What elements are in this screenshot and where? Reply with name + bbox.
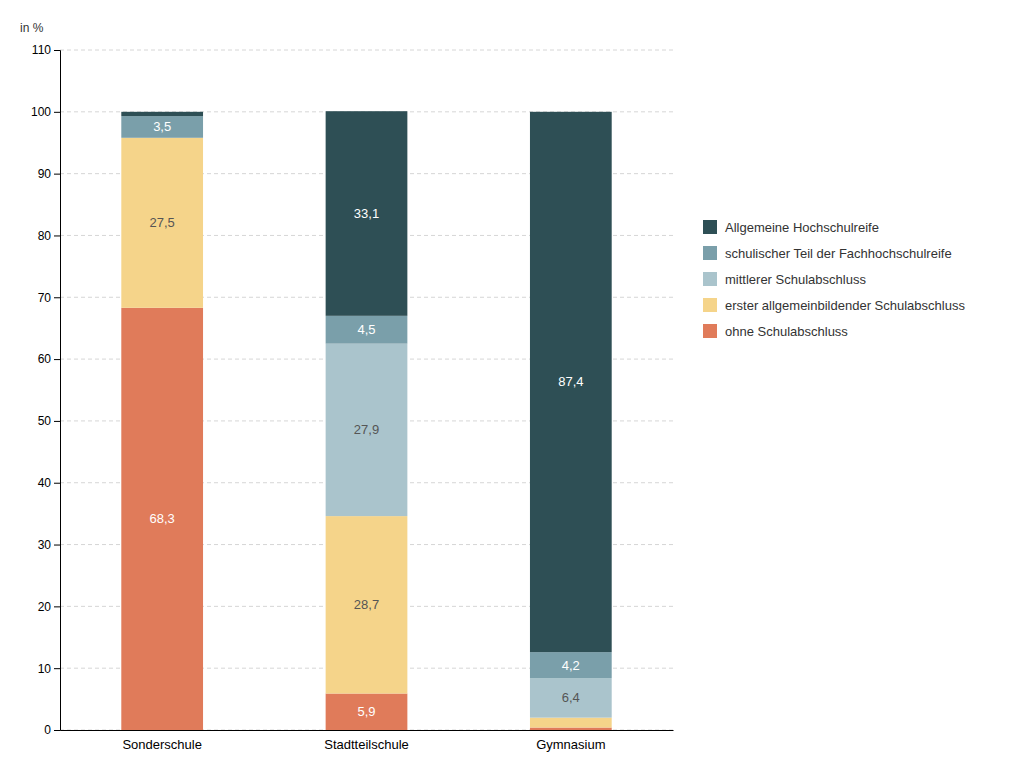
legend-item: mittlerer Schulabschluss xyxy=(703,272,866,287)
y-tick: 90 xyxy=(38,167,60,181)
x-tick-label: Stadtteilschule xyxy=(324,737,409,752)
legend-item: ohne Schulabschluss xyxy=(703,324,848,339)
y-tick-label: 100 xyxy=(31,105,51,119)
legend-item: Allgemeine Hochschulreife xyxy=(703,220,879,235)
y-tick: 20 xyxy=(38,600,60,614)
bar xyxy=(121,112,203,116)
y-tick-mark xyxy=(54,545,60,546)
y-tick-label: 40 xyxy=(38,476,52,490)
legend-item: erster allgemeinbildender Schulabschluss xyxy=(703,298,965,313)
bar xyxy=(326,316,408,344)
y-tick-label: 0 xyxy=(44,723,51,737)
chart: 68,3 5,9 27,5 28,7 27,9 6,4 3,5 4,5 4,2 33,1 87,4 0… xyxy=(0,0,1023,780)
legend-item: schulischer Teil der Fachhochschulreife xyxy=(703,246,952,261)
grid xyxy=(60,50,673,730)
data-label: 68,3 xyxy=(150,511,175,526)
y-tick: 110 xyxy=(32,43,60,57)
y-tick-label: 80 xyxy=(38,229,52,243)
x-tick: Stadtteilschule xyxy=(324,737,409,752)
bar xyxy=(530,112,612,652)
legend-swatch xyxy=(703,272,717,286)
plot: 68,3 5,9 27,5 28,7 27,9 6,4 3,5 4,5 4,2 33,1 87,4 0… xyxy=(31,43,674,752)
data-label: 5,9 xyxy=(357,704,375,719)
legend-label: erster allgemeinbildender Schulabschluss xyxy=(725,298,965,313)
legend-label: schulischer Teil der Fachhochschulreife xyxy=(725,246,952,261)
y-tick-mark xyxy=(54,483,60,484)
bar xyxy=(326,344,408,516)
legend-swatch xyxy=(703,220,717,234)
y-tick-mark xyxy=(54,359,60,360)
legend: Allgemeine Hochschulreife schulischer Tei… xyxy=(703,220,965,339)
data-label: 4,2 xyxy=(562,658,580,673)
y-tick-mark xyxy=(54,421,60,422)
legend-label: mittlerer Schulabschluss xyxy=(725,272,866,287)
bar xyxy=(326,111,408,316)
legend-swatch xyxy=(703,298,717,312)
y-tick-mark xyxy=(54,297,60,298)
y-tick-label: 50 xyxy=(38,414,52,428)
legend-label: Allgemeine Hochschulreife xyxy=(725,220,879,235)
bar xyxy=(530,678,612,718)
data-label: 28,7 xyxy=(354,597,379,612)
bar xyxy=(326,694,408,730)
bar xyxy=(326,516,408,693)
x-tick: Gymnasium xyxy=(536,737,605,752)
y-tick: 30 xyxy=(38,538,60,552)
y-tick: 100 xyxy=(31,105,60,119)
y-tick-label: 90 xyxy=(38,167,52,181)
legend-label: ohne Schulabschluss xyxy=(725,324,848,339)
bar xyxy=(121,138,203,308)
legend-swatch xyxy=(703,246,717,260)
y-tick: 40 xyxy=(38,476,60,490)
y-tick: 10 xyxy=(38,662,60,676)
bar xyxy=(530,718,612,728)
bar xyxy=(530,652,612,678)
data-label: 87,4 xyxy=(558,374,583,389)
y-tick: 60 xyxy=(38,352,60,366)
y-tick-label: 110 xyxy=(32,43,51,57)
y-tick-mark xyxy=(54,235,60,236)
y-axis: 0 10 20 30 40 50 60 70 80 90 100 110 xyxy=(31,43,61,737)
data-label: 27,9 xyxy=(354,422,379,437)
y-tick: 80 xyxy=(38,229,60,243)
y-tick-label: 20 xyxy=(38,600,52,614)
y-tick-mark xyxy=(54,730,60,731)
y-axis-line xyxy=(54,51,61,731)
x-axis: Sonderschule Stadtteilschule Gymnasium xyxy=(61,731,674,753)
y-tick-label: 70 xyxy=(38,291,52,305)
y-tick-label: 60 xyxy=(38,352,52,366)
y-tick-label: 30 xyxy=(38,538,52,552)
legend-swatch xyxy=(703,324,717,338)
bar xyxy=(121,116,203,138)
x-tick: Sonderschule xyxy=(122,737,201,752)
data-labels: 68,3 5,9 27,5 28,7 27,9 6,4 3,5 4,5 4,2 33,1 87,4 xyxy=(150,119,584,719)
x-tick-label: Sonderschule xyxy=(122,737,201,752)
y-tick-mark xyxy=(54,606,60,607)
y-tick-mark xyxy=(54,50,60,51)
y-tick-mark xyxy=(54,174,60,175)
y-tick-mark xyxy=(54,668,60,669)
y-tick-label: 10 xyxy=(38,662,52,676)
grid-line xyxy=(60,50,673,51)
bars xyxy=(121,111,611,730)
series xyxy=(121,111,611,652)
y-tick-mark xyxy=(54,112,60,113)
data-label: 27,5 xyxy=(150,215,175,230)
y-tick: 50 xyxy=(38,414,60,428)
bar xyxy=(530,728,612,730)
data-label: 6,4 xyxy=(562,690,580,705)
y-tick: 70 xyxy=(38,291,60,305)
y-axis-label: in % xyxy=(20,21,44,35)
data-label: 3,5 xyxy=(153,119,171,134)
bar xyxy=(121,308,203,730)
y-tick: 0 xyxy=(44,723,60,737)
data-label: 33,1 xyxy=(354,206,379,221)
x-tick-label: Gymnasium xyxy=(536,737,605,752)
x-axis-line xyxy=(61,730,674,731)
data-label: 4,5 xyxy=(357,322,375,337)
